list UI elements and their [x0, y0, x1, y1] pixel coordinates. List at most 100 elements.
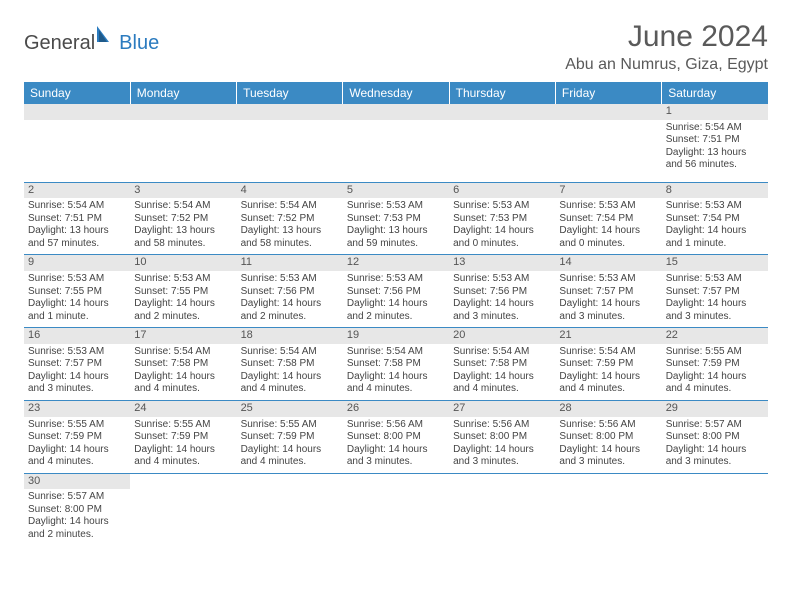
- day-number: 11: [237, 255, 343, 271]
- sunrise-line: Sunrise: 5:53 AM: [453, 273, 551, 286]
- sunset-line: Sunset: 7:58 PM: [453, 358, 551, 371]
- sunset-line: Sunset: 7:52 PM: [134, 213, 232, 226]
- location: Abu an Numrus, Giza, Egypt: [565, 56, 768, 74]
- calendar-day-cell: 18Sunrise: 5:54 AMSunset: 7:58 PMDayligh…: [237, 328, 343, 401]
- day-number: 13: [449, 255, 555, 271]
- daylight-line: Daylight: 14 hours and 0 minutes.: [453, 225, 551, 250]
- sunrise-line: Sunrise: 5:54 AM: [28, 200, 126, 213]
- sunset-line: Sunset: 7:53 PM: [453, 213, 551, 226]
- calendar-day-cell: 6Sunrise: 5:53 AMSunset: 7:53 PMDaylight…: [449, 182, 555, 255]
- calendar-day-cell: [555, 473, 661, 545]
- day-number-empty: [449, 104, 555, 120]
- sunset-line: Sunset: 7:57 PM: [666, 286, 764, 299]
- sunrise-line: Sunrise: 5:54 AM: [559, 346, 657, 359]
- sunrise-line: Sunrise: 5:53 AM: [241, 273, 339, 286]
- sunset-line: Sunset: 7:53 PM: [347, 213, 445, 226]
- sunset-line: Sunset: 7:57 PM: [559, 286, 657, 299]
- sunset-line: Sunset: 7:58 PM: [134, 358, 232, 371]
- calendar-day-cell: 10Sunrise: 5:53 AMSunset: 7:55 PMDayligh…: [130, 255, 236, 328]
- daylight-line: Daylight: 14 hours and 3 minutes.: [559, 444, 657, 469]
- sunrise-line: Sunrise: 5:54 AM: [453, 346, 551, 359]
- sunrise-line: Sunrise: 5:56 AM: [453, 419, 551, 432]
- daylight-line: Daylight: 14 hours and 3 minutes.: [666, 444, 764, 469]
- sunset-line: Sunset: 7:59 PM: [134, 431, 232, 444]
- calendar-day-cell: [662, 473, 768, 545]
- sunrise-line: Sunrise: 5:53 AM: [453, 200, 551, 213]
- day-number: 8: [662, 183, 768, 199]
- sunset-line: Sunset: 7:51 PM: [666, 134, 764, 147]
- sunset-line: Sunset: 7:58 PM: [241, 358, 339, 371]
- daylight-line: Daylight: 14 hours and 1 minute.: [666, 225, 764, 250]
- sunrise-line: Sunrise: 5:54 AM: [134, 346, 232, 359]
- daylight-line: Daylight: 13 hours and 56 minutes.: [666, 147, 764, 172]
- calendar-table: SundayMondayTuesdayWednesdayThursdayFrid…: [24, 82, 768, 545]
- daylight-line: Daylight: 14 hours and 2 minutes.: [347, 298, 445, 323]
- daylight-line: Daylight: 14 hours and 2 minutes.: [241, 298, 339, 323]
- daylight-line: Daylight: 13 hours and 58 minutes.: [134, 225, 232, 250]
- day-number-empty: [555, 104, 661, 120]
- calendar-week-row: 16Sunrise: 5:53 AMSunset: 7:57 PMDayligh…: [24, 328, 768, 401]
- calendar-day-cell: 30Sunrise: 5:57 AMSunset: 8:00 PMDayligh…: [24, 473, 130, 545]
- day-number: 5: [343, 183, 449, 199]
- daylight-line: Daylight: 14 hours and 2 minutes.: [134, 298, 232, 323]
- day-number: 19: [343, 328, 449, 344]
- logo: General Blue: [24, 32, 159, 55]
- day-number: 24: [130, 401, 236, 417]
- day-number: 27: [449, 401, 555, 417]
- calendar-week-row: 2Sunrise: 5:54 AMSunset: 7:51 PMDaylight…: [24, 182, 768, 255]
- month-title: June 2024: [565, 20, 768, 54]
- calendar-day-cell: 25Sunrise: 5:55 AMSunset: 7:59 PMDayligh…: [237, 400, 343, 473]
- calendar-day-cell: 1Sunrise: 5:54 AMSunset: 7:51 PMDaylight…: [662, 104, 768, 182]
- calendar-week-row: 23Sunrise: 5:55 AMSunset: 7:59 PMDayligh…: [24, 400, 768, 473]
- calendar-week-row: 9Sunrise: 5:53 AMSunset: 7:55 PMDaylight…: [24, 255, 768, 328]
- daylight-line: Daylight: 14 hours and 4 minutes.: [134, 444, 232, 469]
- daylight-line: Daylight: 14 hours and 3 minutes.: [28, 371, 126, 396]
- calendar-day-cell: 16Sunrise: 5:53 AMSunset: 7:57 PMDayligh…: [24, 328, 130, 401]
- day-number: 2: [24, 183, 130, 199]
- daylight-line: Daylight: 14 hours and 1 minute.: [28, 298, 126, 323]
- day-number-empty: [24, 104, 130, 120]
- day-number: 7: [555, 183, 661, 199]
- calendar-day-cell: 29Sunrise: 5:57 AMSunset: 8:00 PMDayligh…: [662, 400, 768, 473]
- day-number: 16: [24, 328, 130, 344]
- day-number: 14: [555, 255, 661, 271]
- weekday-header: Wednesday: [343, 82, 449, 104]
- calendar-week-row: 30Sunrise: 5:57 AMSunset: 8:00 PMDayligh…: [24, 473, 768, 545]
- calendar-day-cell: 15Sunrise: 5:53 AMSunset: 7:57 PMDayligh…: [662, 255, 768, 328]
- sunset-line: Sunset: 7:54 PM: [559, 213, 657, 226]
- calendar-day-cell: 23Sunrise: 5:55 AMSunset: 7:59 PMDayligh…: [24, 400, 130, 473]
- sunrise-line: Sunrise: 5:54 AM: [241, 200, 339, 213]
- day-number: 1: [662, 104, 768, 120]
- daylight-line: Daylight: 14 hours and 4 minutes.: [453, 371, 551, 396]
- sunrise-line: Sunrise: 5:53 AM: [666, 273, 764, 286]
- calendar-day-cell: 14Sunrise: 5:53 AMSunset: 7:57 PMDayligh…: [555, 255, 661, 328]
- sunset-line: Sunset: 7:54 PM: [666, 213, 764, 226]
- calendar-day-cell: 13 Sunrise: 5:53 AMSunset: 7:56 PMDayligh…: [449, 255, 555, 328]
- day-number: 10: [130, 255, 236, 271]
- daylight-line: Daylight: 14 hours and 3 minutes.: [453, 298, 551, 323]
- day-number: 30: [24, 474, 130, 490]
- sunrise-line: Sunrise: 5:53 AM: [28, 273, 126, 286]
- logo-text-general: General: [24, 32, 95, 55]
- day-number-empty: [343, 104, 449, 120]
- daylight-line: Daylight: 14 hours and 0 minutes.: [559, 225, 657, 250]
- day-number: 21: [555, 328, 661, 344]
- sunset-line: Sunset: 8:00 PM: [666, 431, 764, 444]
- calendar-day-cell: [343, 473, 449, 545]
- sunrise-line: Sunrise: 5:55 AM: [134, 419, 232, 432]
- calendar-day-cell: 27Sunrise: 5:56 AMSunset: 8:00 PMDayligh…: [449, 400, 555, 473]
- daylight-line: Daylight: 14 hours and 4 minutes.: [666, 371, 764, 396]
- calendar-week-row: 1Sunrise: 5:54 AMSunset: 7:51 PMDaylight…: [24, 104, 768, 182]
- calendar-day-cell: [237, 473, 343, 545]
- sunrise-line: Sunrise: 5:57 AM: [666, 419, 764, 432]
- weekday-header: Sunday: [24, 82, 130, 104]
- calendar-day-cell: 26Sunrise: 5:56 AMSunset: 8:00 PMDayligh…: [343, 400, 449, 473]
- daylight-line: Daylight: 14 hours and 4 minutes.: [28, 444, 126, 469]
- sunset-line: Sunset: 7:51 PM: [28, 213, 126, 226]
- day-number: 15: [662, 255, 768, 271]
- calendar-day-cell: [130, 473, 236, 545]
- daylight-line: Daylight: 14 hours and 3 minutes.: [559, 298, 657, 323]
- sunset-line: Sunset: 7:56 PM: [453, 286, 551, 299]
- daylight-line: Daylight: 14 hours and 4 minutes.: [241, 444, 339, 469]
- daylight-line: Daylight: 14 hours and 2 minutes.: [28, 516, 126, 541]
